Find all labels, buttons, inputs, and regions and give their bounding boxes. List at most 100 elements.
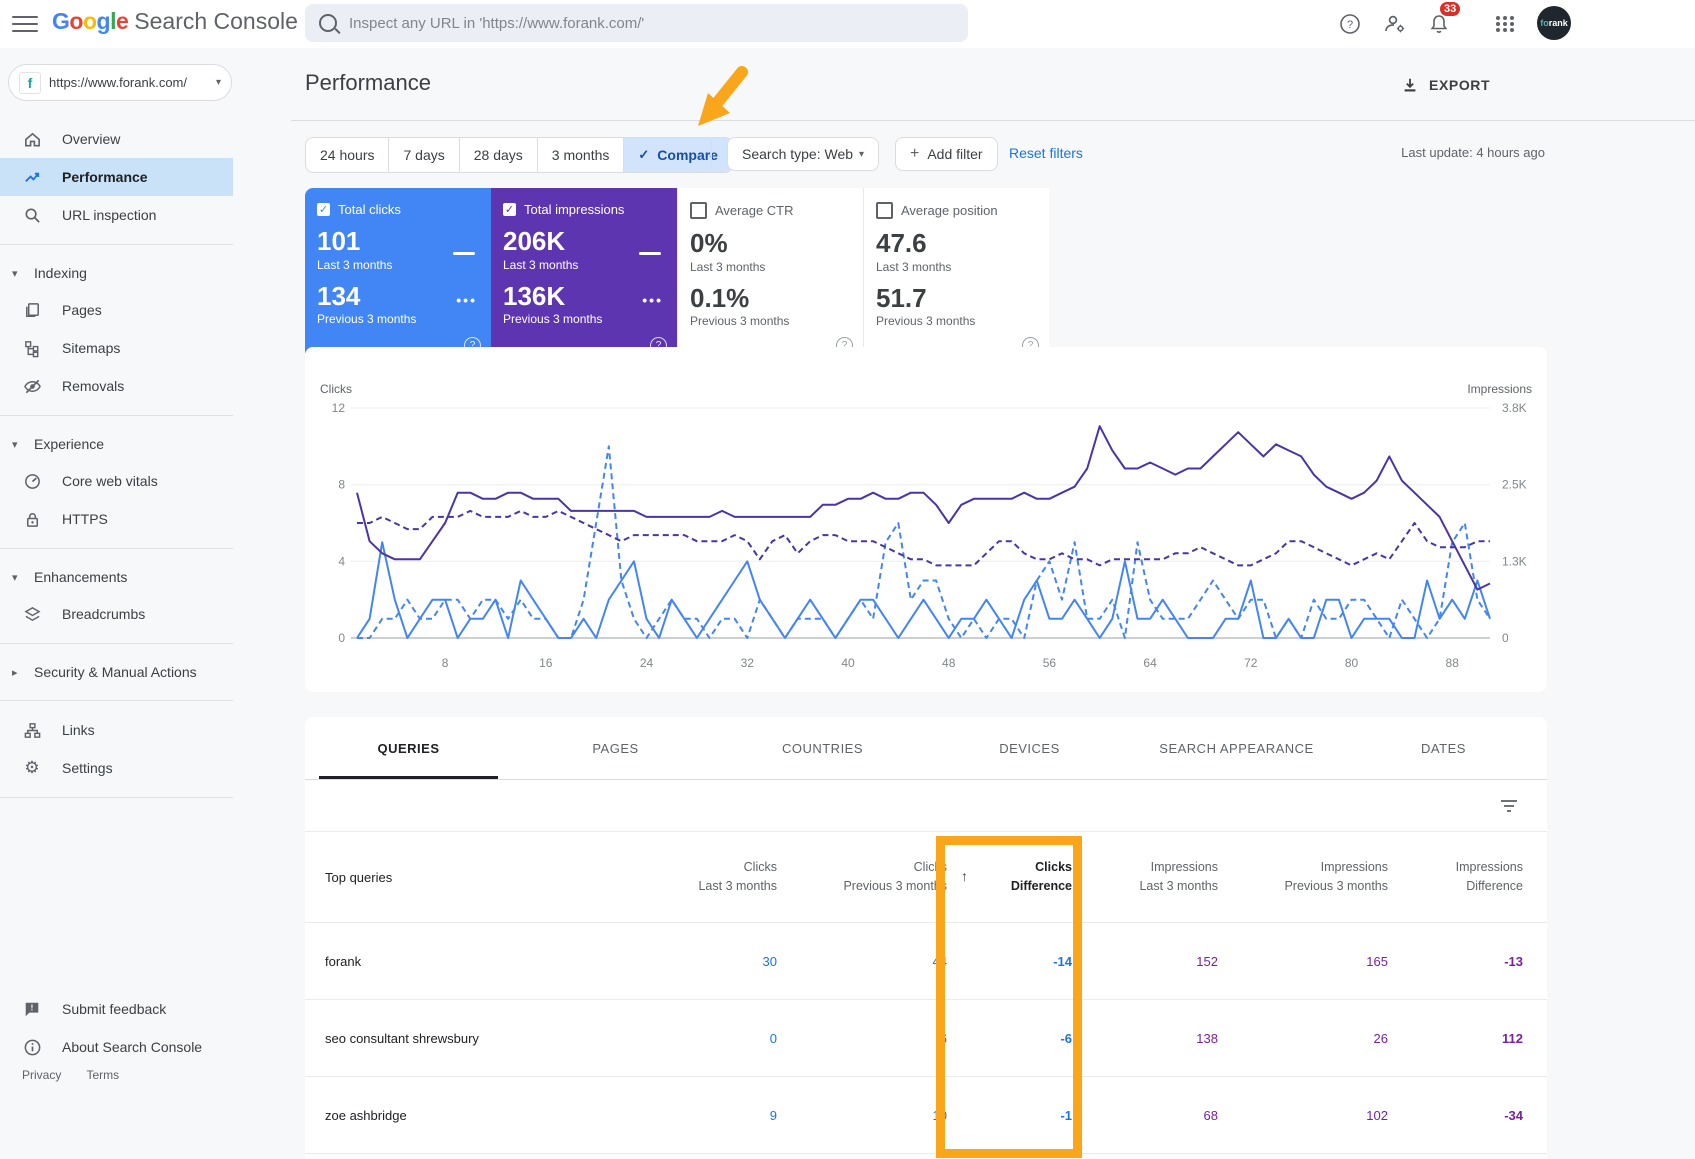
column-header-clicks-difference[interactable]: ↑ Clicks Difference xyxy=(961,859,1072,893)
impressions-last-cell: 152 xyxy=(1196,953,1218,969)
terms-link[interactable]: Terms xyxy=(86,1068,120,1082)
clicks-difference-cell: -14 xyxy=(1053,953,1072,969)
table-row[interactable]: forank 30 44 -14 152 165 -13 xyxy=(305,923,1547,1000)
hamburger-menu-icon[interactable] xyxy=(12,11,38,37)
table-header-row: Top queries Clicks Last 3 months Clicks Pr… xyxy=(305,832,1547,923)
tab-search-appearance[interactable]: SEARCH APPEARANCE xyxy=(1159,740,1314,756)
sidebar-item-performance[interactable]: Performance xyxy=(0,158,233,196)
sidebar-item-breadcrumbs[interactable]: Breadcrumbs xyxy=(0,595,233,633)
card-period-last: Last 3 months xyxy=(317,257,393,272)
total-impressions-card[interactable]: ✓ Total impressions 206K Last 3 months 13… xyxy=(491,188,677,362)
checkbox-checked-icon[interactable]: ✓ xyxy=(317,203,330,216)
clicks-difference-cell: -6 xyxy=(1060,1030,1072,1046)
help-icon[interactable]: ? xyxy=(1335,9,1365,39)
sidebar-item-label: HTTPS xyxy=(62,511,108,527)
card-period-last: Last 3 months xyxy=(503,257,579,272)
range-7-days[interactable]: 7 days xyxy=(389,138,460,172)
average-position-card[interactable]: Average position 47.6 Last 3 months 51.7… xyxy=(863,188,1049,362)
impressions-difference-cell: -13 xyxy=(1504,953,1523,969)
range-24-hours[interactable]: 24 hours xyxy=(306,138,390,172)
tab-dates[interactable]: DATES xyxy=(1421,740,1466,756)
url-inspect-search-input[interactable]: Inspect any URL in 'https://www.forank.c… xyxy=(305,4,968,42)
card-label: Average position xyxy=(901,203,998,218)
search-type-filter[interactable]: Search type: Web ▾ xyxy=(727,137,879,171)
tab-queries[interactable]: QUERIES xyxy=(305,717,512,779)
compare-toggle[interactable]: ✓ Compare xyxy=(624,138,732,172)
export-button[interactable]: EXPORT xyxy=(1401,76,1490,94)
user-settings-icon[interactable] xyxy=(1380,9,1410,39)
chevron-down-icon: ▾ xyxy=(215,77,221,88)
svg-text:16: 16 xyxy=(539,656,553,670)
filter-icon[interactable] xyxy=(1499,797,1519,815)
svg-text:88: 88 xyxy=(1446,656,1460,670)
checkbox-empty-icon[interactable] xyxy=(876,202,893,219)
sidebar-nav: Overview Performance URL inspection ▾ In… xyxy=(0,120,233,808)
logo-letter: o xyxy=(69,8,83,34)
column-header-top-queries[interactable]: Top queries xyxy=(325,869,393,885)
total-clicks-card[interactable]: ✓ Total clicks 101 Last 3 months 134 ••• … xyxy=(305,188,491,362)
app-logo: Google Search Console xyxy=(52,8,298,35)
account-avatar[interactable]: fo rank xyxy=(1537,6,1571,40)
sidebar-item-links[interactable]: Links xyxy=(0,711,233,749)
avatar-text: fo xyxy=(1540,18,1549,28)
column-header-impressions-prev[interactable]: Impressions Previous 3 months xyxy=(1284,859,1388,893)
sidebar-section-indexing[interactable]: ▾ Indexing xyxy=(0,255,233,291)
reset-filters-link[interactable]: Reset filters xyxy=(1009,145,1083,161)
sidebar-section-enhancements[interactable]: ▾ Enhancements xyxy=(0,559,233,595)
sidebar-item-sitemaps[interactable]: Sitemaps xyxy=(0,329,233,367)
avatar-text: rank xyxy=(1548,18,1568,28)
property-selector[interactable]: f https://www.forank.com/ ▾ xyxy=(8,64,232,101)
sidebar-item-about[interactable]: About Search Console xyxy=(0,1028,233,1066)
card-label: Total clicks xyxy=(338,202,401,217)
checkbox-empty-icon[interactable] xyxy=(690,202,707,219)
sidebar-item-label: Links xyxy=(62,722,95,738)
chevron-down-icon: ▾ xyxy=(12,438,18,451)
sidebar-section-security[interactable]: ▸ Security & Manual Actions xyxy=(0,654,233,690)
lock-icon xyxy=(22,509,42,529)
range-3-months[interactable]: 3 months xyxy=(538,138,625,172)
column-header-clicks-prev[interactable]: Clicks Previous 3 months xyxy=(843,859,947,893)
sidebar-item-settings[interactable]: ⚙ Settings xyxy=(0,749,233,787)
card-value-last: 101 xyxy=(317,226,361,256)
column-header-clicks-last[interactable]: Clicks Last 3 months xyxy=(698,859,777,893)
sidebar-item-removals[interactable]: Removals xyxy=(0,367,233,405)
sidebar-item-core-web-vitals[interactable]: Core web vitals xyxy=(0,462,233,500)
query-cell: seo consultant shrewsbury xyxy=(325,1030,479,1046)
compare-label: Compare xyxy=(657,147,718,163)
home-icon xyxy=(22,129,42,149)
range-28-days[interactable]: 28 days xyxy=(460,138,538,172)
sidebar-item-url-inspection[interactable]: URL inspection xyxy=(0,196,233,234)
solid-line-legend-icon xyxy=(639,252,661,255)
google-apps-grid-icon[interactable] xyxy=(1490,9,1520,39)
clicks-prev-cell: 10 xyxy=(932,1107,947,1123)
privacy-link[interactable]: Privacy xyxy=(22,1068,62,1082)
table-row[interactable]: zoe ashbridge 9 10 -1 68 102 -34 xyxy=(305,1077,1547,1154)
sidebar-item-https[interactable]: HTTPS xyxy=(0,500,233,538)
clicks-last-cell: 0 xyxy=(769,1030,777,1046)
clicks-last-cell: 9 xyxy=(769,1107,777,1123)
sidebar-section-experience[interactable]: ▾ Experience xyxy=(0,426,233,462)
impressions-prev-cell: 26 xyxy=(1373,1030,1388,1046)
sidebar-item-label: Sitemaps xyxy=(62,340,121,356)
sidebar-item-submit-feedback[interactable]: ! Submit feedback xyxy=(0,990,233,1028)
chevron-down-icon: ▾ xyxy=(858,148,864,160)
table-row[interactable]: seo consultant shrewsbury 0 6 -6 138 26 … xyxy=(305,1000,1547,1077)
checkbox-checked-icon[interactable]: ✓ xyxy=(503,203,516,216)
tab-countries[interactable]: COUNTRIES xyxy=(781,740,864,756)
svg-text:4: 4 xyxy=(338,554,345,568)
sidebar-item-pages[interactable]: Pages xyxy=(0,291,233,329)
card-value-prev: 51.7 xyxy=(876,282,927,313)
average-ctr-card[interactable]: Average CTR 0% Last 3 months 0.1% Previo… xyxy=(677,188,863,362)
add-filter-button[interactable]: + Add filter xyxy=(895,137,998,171)
gear-icon: ⚙ xyxy=(24,758,40,777)
column-header-impressions-last[interactable]: Impressions Last 3 months xyxy=(1139,859,1218,893)
tab-pages[interactable]: PAGES xyxy=(592,740,639,756)
sidebar-item-overview[interactable]: Overview xyxy=(0,120,233,158)
notifications-bell-icon[interactable]: 33 xyxy=(1424,2,1461,39)
svg-text:1.3K: 1.3K xyxy=(1502,554,1527,568)
column-header-impressions-difference[interactable]: Impressions Difference xyxy=(1455,859,1523,893)
tab-devices[interactable]: DEVICES xyxy=(999,740,1060,756)
svg-text:Clicks: Clicks xyxy=(320,382,352,396)
metric-cards: ✓ Total clicks 101 Last 3 months 134 ••• … xyxy=(305,188,1049,362)
card-label: Average CTR xyxy=(715,203,794,218)
